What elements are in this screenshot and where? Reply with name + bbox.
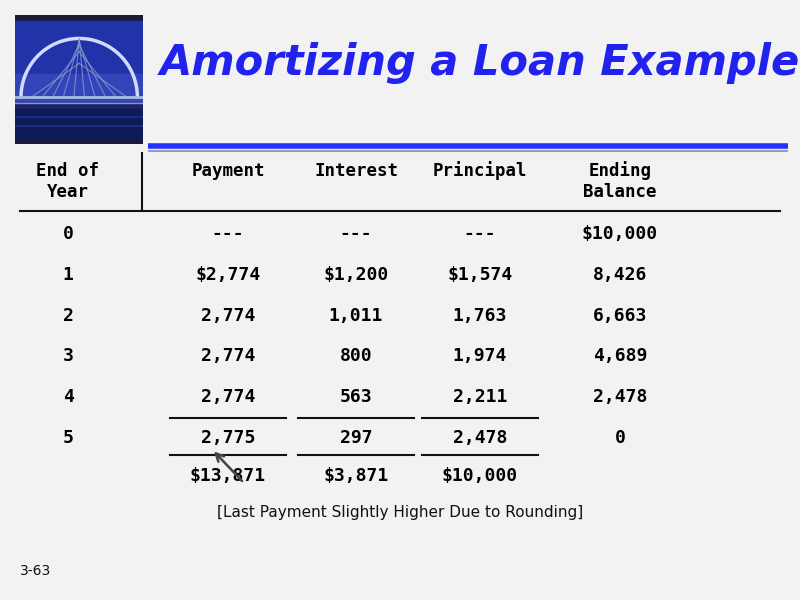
Text: 1,763: 1,763 (453, 307, 507, 325)
Text: $10,000: $10,000 (442, 467, 518, 485)
Bar (15, 21, 143, 74)
Text: Balance: Balance (583, 183, 657, 201)
Text: $13,871: $13,871 (190, 467, 266, 485)
Text: 6,663: 6,663 (593, 307, 647, 325)
Text: $3,871: $3,871 (323, 467, 389, 485)
Text: 1: 1 (62, 266, 74, 284)
Bar (15, 74, 143, 103)
Text: 297: 297 (340, 429, 372, 447)
Text: Amortizing a Loan Example: Amortizing a Loan Example (160, 42, 800, 84)
Text: 3: 3 (62, 347, 74, 365)
Text: 2,774: 2,774 (201, 388, 255, 406)
Text: ---: --- (212, 225, 244, 243)
Text: Principal: Principal (433, 161, 527, 181)
Text: 2,478: 2,478 (453, 429, 507, 447)
Text: $1,200: $1,200 (323, 266, 389, 284)
Text: ---: --- (464, 225, 496, 243)
Text: 2,774: 2,774 (201, 347, 255, 365)
Text: End of: End of (37, 162, 99, 180)
Text: $2,774: $2,774 (195, 266, 261, 284)
Text: 4,689: 4,689 (593, 347, 647, 365)
Text: 3-63: 3-63 (20, 564, 51, 578)
Text: $1,574: $1,574 (447, 266, 513, 284)
Text: 4: 4 (62, 388, 74, 406)
Text: 2,774: 2,774 (201, 307, 255, 325)
Text: ---: --- (340, 225, 372, 243)
Bar (15, 15, 143, 144)
Text: 2,775: 2,775 (201, 429, 255, 447)
Text: [Last Payment Slightly Higher Due to Rounding]: [Last Payment Slightly Higher Due to Rou… (217, 505, 583, 520)
Text: 5: 5 (62, 429, 74, 447)
Text: 800: 800 (340, 347, 372, 365)
Text: Year: Year (47, 183, 89, 201)
Bar (15, 103, 143, 138)
Text: 0: 0 (614, 429, 626, 447)
Text: 563: 563 (340, 388, 372, 406)
Text: $10,000: $10,000 (582, 225, 658, 243)
Text: Ending: Ending (589, 161, 651, 181)
Text: Interest: Interest (314, 162, 398, 180)
Text: 1,974: 1,974 (453, 347, 507, 365)
Text: 2,211: 2,211 (453, 388, 507, 406)
Text: 8,426: 8,426 (593, 266, 647, 284)
Bar (15, 109, 143, 138)
Text: 2,478: 2,478 (593, 388, 647, 406)
Text: Payment: Payment (191, 162, 265, 180)
Text: 2: 2 (62, 307, 74, 325)
Text: 1,011: 1,011 (329, 307, 383, 325)
Text: 0: 0 (62, 225, 74, 243)
